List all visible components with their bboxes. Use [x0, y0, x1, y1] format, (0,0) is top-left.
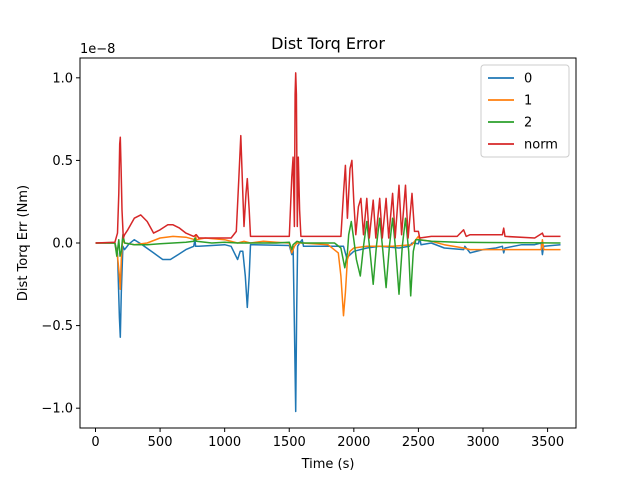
x-axis: 0 500 1000 1500 2000 2500 3000 3500 [91, 428, 564, 450]
series-line-0 [95, 237, 561, 413]
y-tick-label: −1.0 [41, 402, 73, 417]
legend: 0 1 2 norm [480, 64, 570, 158]
x-tick-label: 3000 [466, 435, 499, 450]
y-tick-label: 0.0 [52, 237, 73, 252]
y-tick-label: 0.5 [52, 154, 73, 169]
y-tick-label: −0.5 [41, 319, 73, 334]
y-axis: −1.0 −0.5 0.0 0.5 1.0 [41, 71, 80, 417]
x-tick-label: 0 [91, 435, 99, 450]
x-tick-label: 1000 [208, 435, 241, 450]
x-tick-label: 500 [148, 435, 173, 450]
series-layer [95, 72, 561, 413]
x-axis-label: Time (s) [301, 457, 355, 472]
legend-label-0: 0 [524, 72, 532, 87]
y-axis-label: Dist Torq Err (Nm) [16, 185, 31, 301]
series-line-2 [95, 217, 561, 297]
legend-label-2: 2 [524, 116, 532, 131]
series-line-1 [95, 233, 561, 317]
x-tick-label: 3500 [531, 435, 564, 450]
legend-label-norm: norm [524, 138, 558, 153]
y-offset-label: 1e−8 [80, 42, 115, 57]
series-line-norm [95, 72, 561, 244]
chart-title: Dist Torq Error [271, 34, 385, 53]
x-tick-label: 2000 [337, 435, 370, 450]
legend-box [480, 64, 570, 158]
legend-label-1: 1 [524, 94, 532, 109]
y-tick-label: 1.0 [52, 71, 73, 86]
x-tick-label: 2500 [402, 435, 435, 450]
x-tick-label: 1500 [273, 435, 306, 450]
